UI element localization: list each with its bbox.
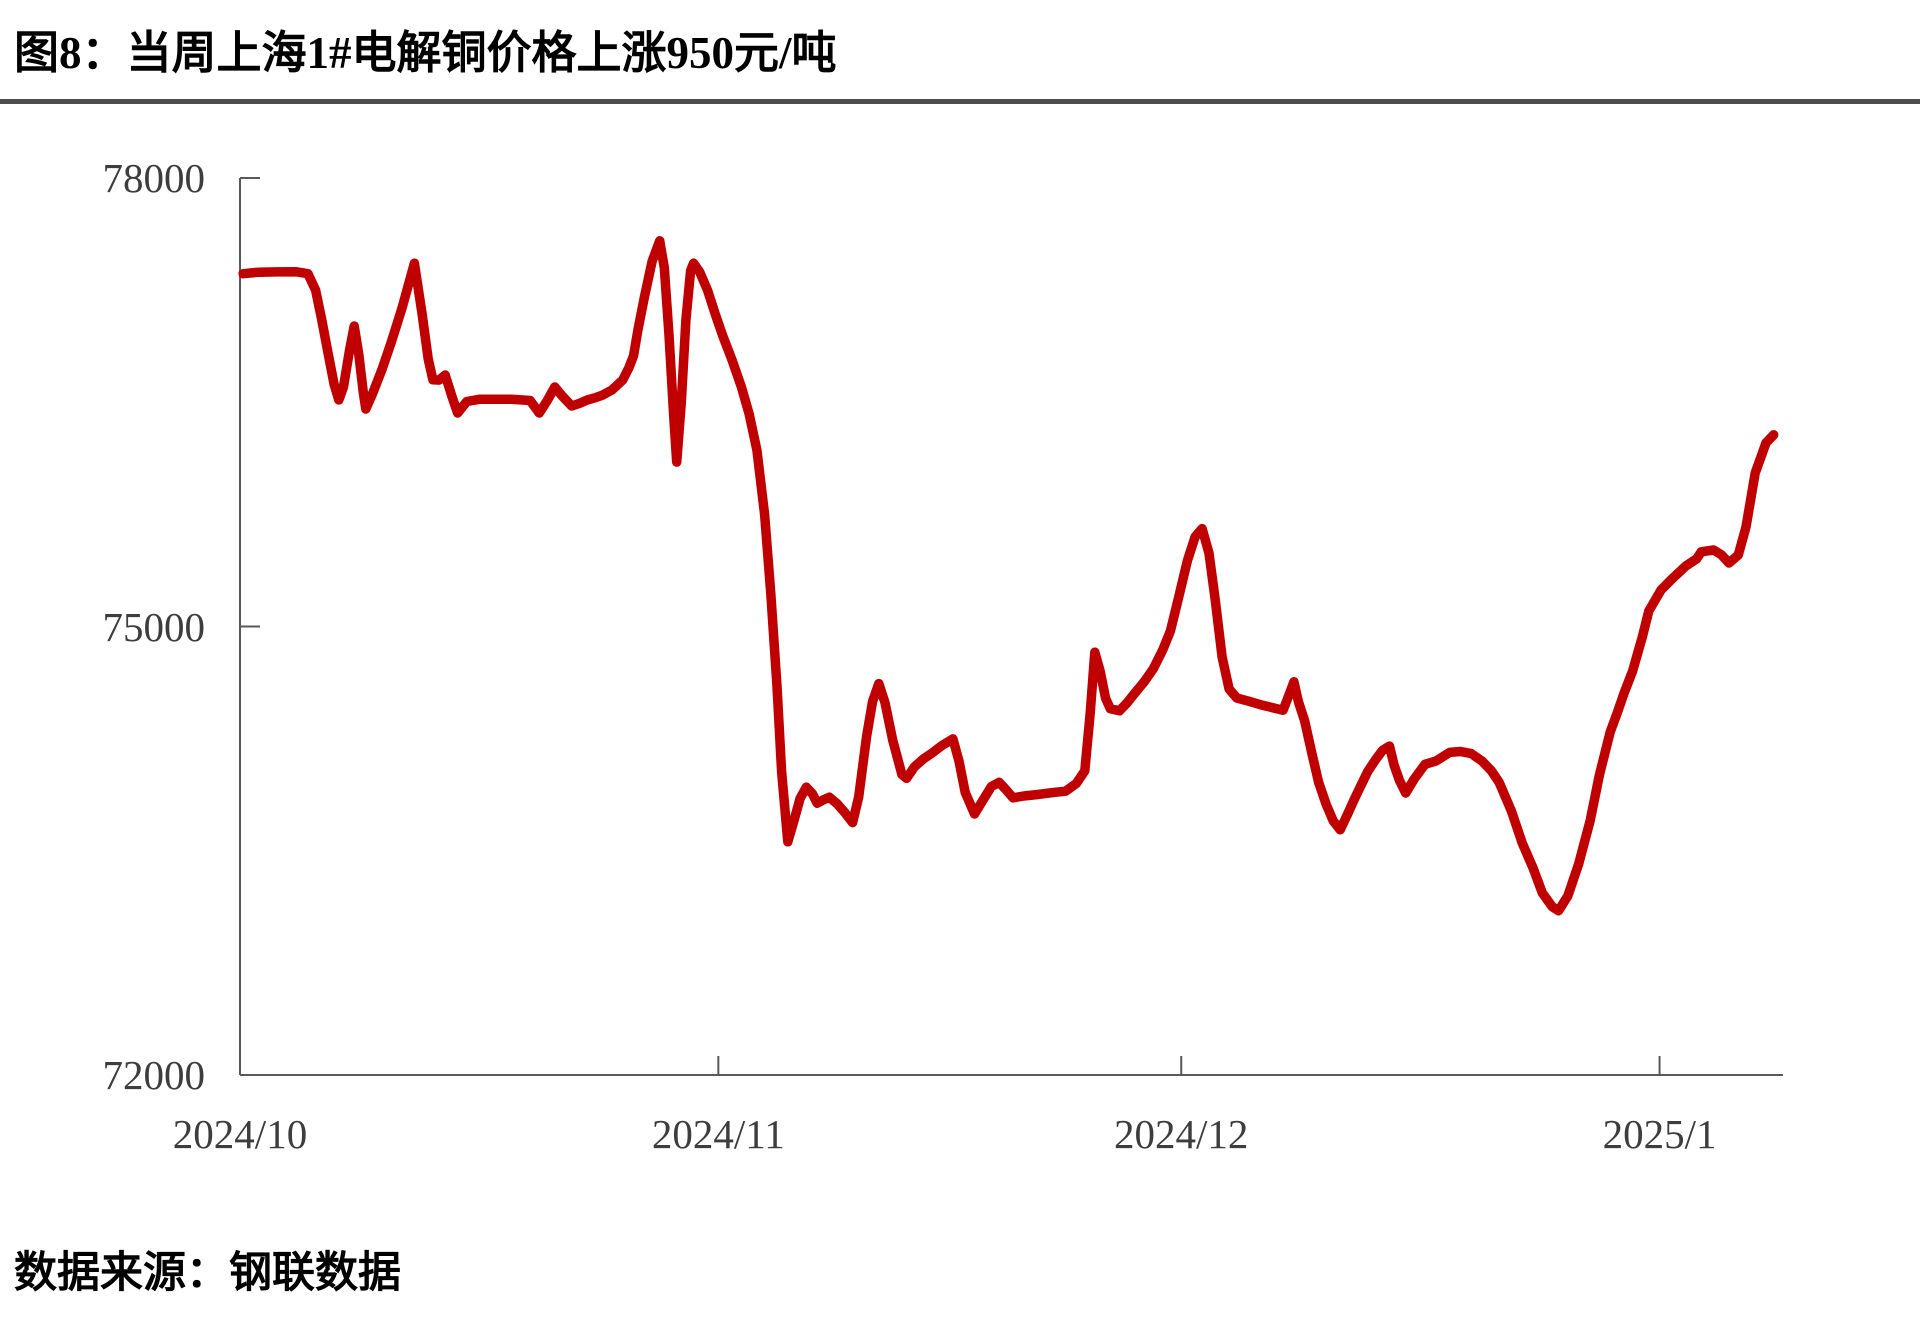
y-tick-label: 78000 xyxy=(102,155,206,201)
x-tick-label: 2024/12 xyxy=(1114,1111,1249,1157)
data-source-note: 数据来源：钢联数据 xyxy=(14,1250,401,1297)
figure-title: 图8：当周上海1#电解铜价格上涨950元/吨 xyxy=(14,28,837,78)
x-tick-label: 2024/10 xyxy=(172,1111,308,1157)
title-divider xyxy=(0,99,1920,104)
x-tick-label: 2024/11 xyxy=(651,1111,785,1157)
price-line xyxy=(238,236,1779,916)
x-tick-label: 2025/1 xyxy=(1602,1111,1717,1157)
y-tick-label: 75000 xyxy=(102,603,206,650)
y-tick-label: 72000 xyxy=(102,1052,206,1098)
